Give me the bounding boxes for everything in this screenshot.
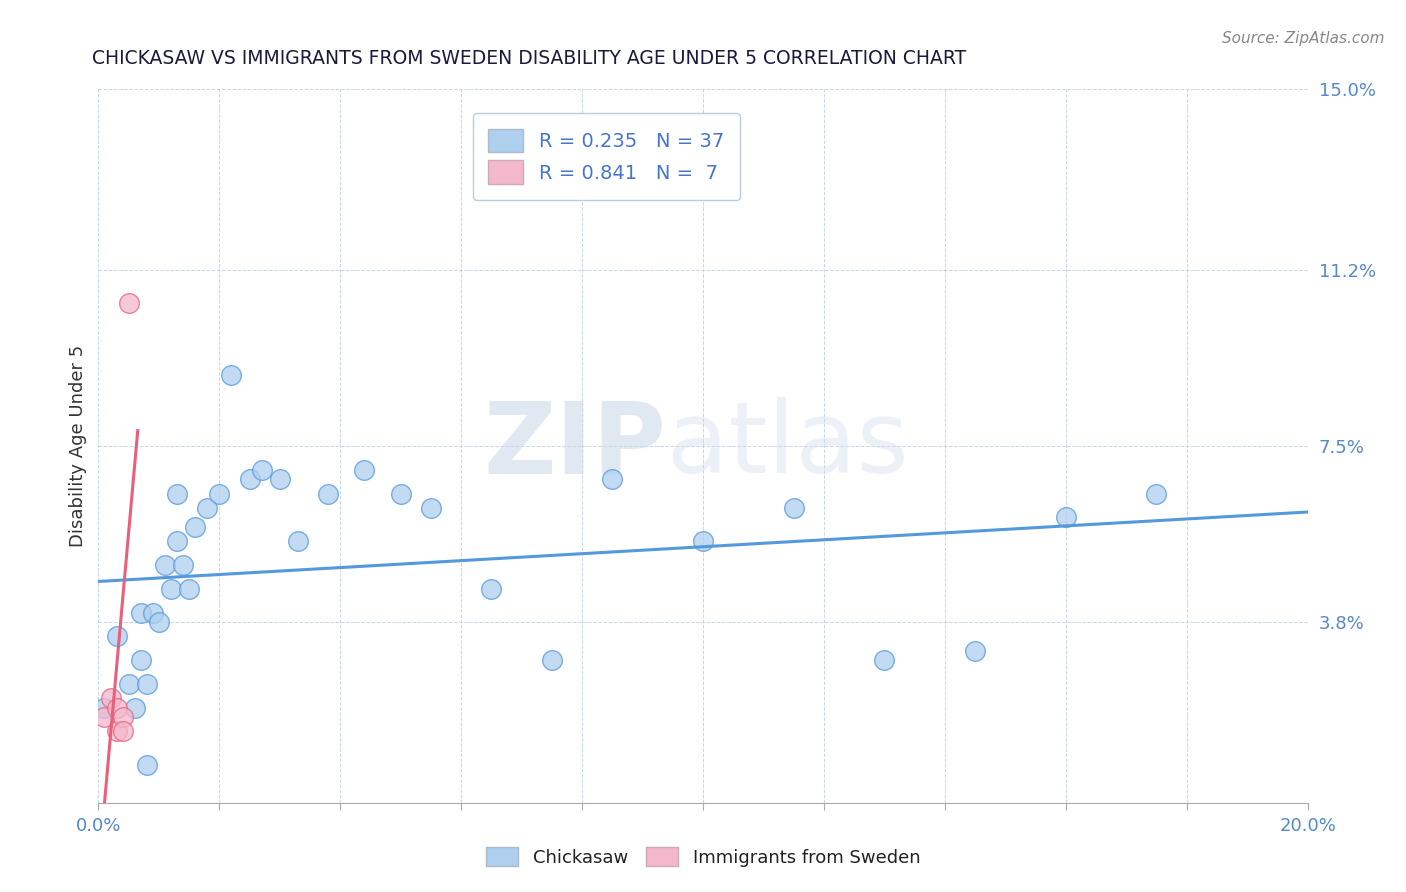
Point — [873, 653, 896, 667]
Point — [142, 606, 165, 620]
Point — [172, 558, 194, 572]
Point — [93, 710, 115, 724]
Point — [783, 500, 806, 515]
Point — [179, 582, 201, 596]
Point — [540, 653, 562, 667]
Point — [287, 534, 309, 549]
Point — [316, 486, 339, 500]
Text: atlas: atlas — [666, 398, 908, 494]
Point — [118, 677, 141, 691]
Point — [111, 710, 134, 724]
Point — [269, 472, 291, 486]
Point — [166, 486, 188, 500]
Point — [100, 691, 122, 706]
Point — [124, 700, 146, 714]
Text: Source: ZipAtlas.com: Source: ZipAtlas.com — [1222, 31, 1385, 46]
Point — [221, 368, 243, 382]
Point — [111, 724, 134, 739]
Point — [93, 700, 115, 714]
Point — [135, 757, 157, 772]
Point — [602, 472, 624, 486]
Point — [389, 486, 412, 500]
Point — [105, 724, 128, 739]
Point — [208, 486, 231, 500]
Point — [160, 582, 183, 596]
Text: CHICKASAW VS IMMIGRANTS FROM SWEDEN DISABILITY AGE UNDER 5 CORRELATION CHART: CHICKASAW VS IMMIGRANTS FROM SWEDEN DISA… — [93, 49, 966, 68]
Point — [353, 463, 375, 477]
Point — [250, 463, 273, 477]
Point — [148, 615, 170, 629]
Point — [481, 582, 503, 596]
Point — [135, 677, 157, 691]
Point — [420, 500, 443, 515]
Point — [692, 534, 714, 549]
Point — [1054, 510, 1077, 524]
Text: ZIP: ZIP — [484, 398, 666, 494]
Point — [239, 472, 262, 486]
Point — [1144, 486, 1167, 500]
Point — [129, 653, 152, 667]
Point — [129, 606, 152, 620]
Point — [153, 558, 176, 572]
Legend: Chickasaw, Immigrants from Sweden: Chickasaw, Immigrants from Sweden — [478, 840, 928, 874]
Point — [184, 520, 207, 534]
Point — [965, 643, 987, 657]
Y-axis label: Disability Age Under 5: Disability Age Under 5 — [69, 345, 87, 547]
Point — [195, 500, 218, 515]
Point — [166, 534, 188, 549]
Point — [105, 700, 128, 714]
Legend: R = 0.235   N = 37, R = 0.841   N =  7: R = 0.235 N = 37, R = 0.841 N = 7 — [472, 113, 740, 200]
Point — [105, 629, 128, 643]
Point — [118, 296, 141, 310]
